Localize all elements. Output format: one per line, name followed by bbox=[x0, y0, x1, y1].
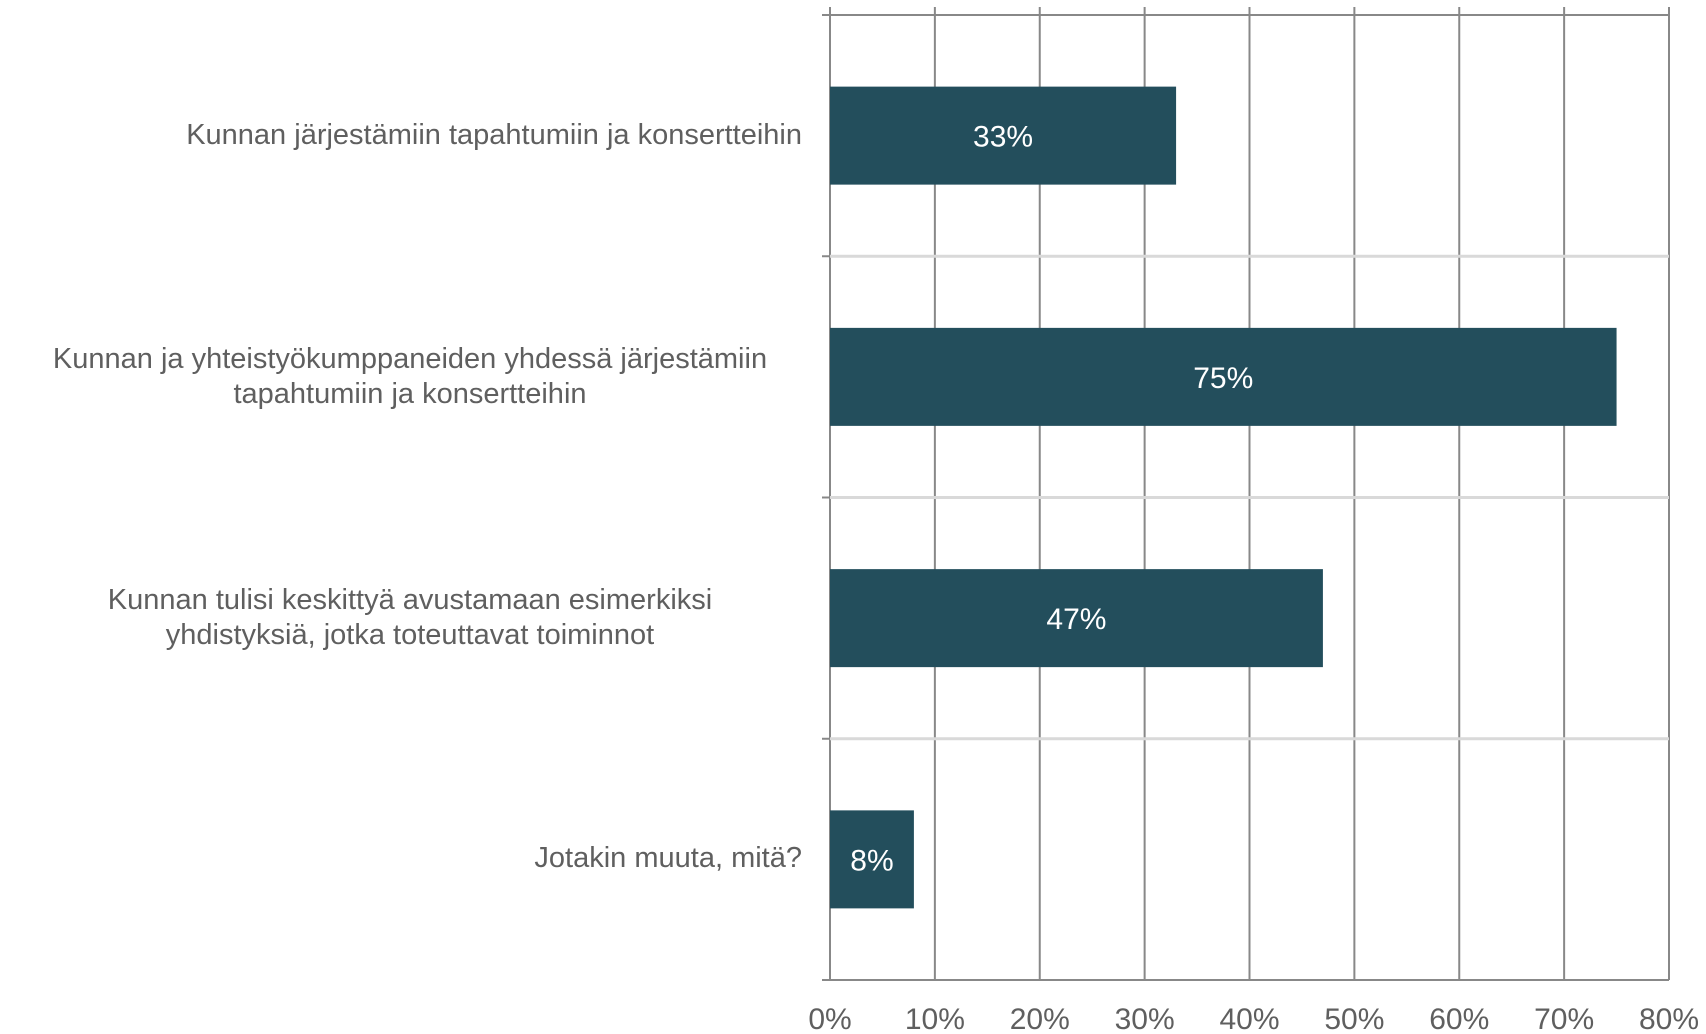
x-tick-label: 50% bbox=[1324, 1003, 1384, 1034]
data-label-2: 75% bbox=[1193, 362, 1253, 395]
data-label-3: 47% bbox=[1046, 603, 1106, 636]
x-tick-label: 20% bbox=[1010, 1003, 1070, 1034]
category-label-line: tapahtumiin ja konsertteihin bbox=[233, 377, 587, 410]
category-label-3: Kunnan tulisi keskittyä avustamaan esime… bbox=[20, 583, 800, 653]
bar-1 bbox=[830, 86, 1177, 185]
category-label-1: Kunnan järjestämiin tapahtumiin ja konse… bbox=[186, 118, 802, 151]
x-tick-label: 80% bbox=[1639, 1003, 1699, 1034]
x-tick-label: 30% bbox=[1115, 1003, 1175, 1034]
category-label-line: Kunnan tulisi keskittyä avustamaan esime… bbox=[107, 584, 713, 617]
category-label-line: yhdistyksiä, jotka toteuttavat toiminnot bbox=[165, 619, 655, 652]
bar-4 bbox=[830, 810, 914, 909]
data-label-4: 8% bbox=[850, 844, 893, 877]
x-tick-label: 0% bbox=[808, 1003, 851, 1034]
category-label-line: Kunnan ja yhteistyökumppaneiden yhdessä … bbox=[52, 342, 768, 375]
x-tick-label: 40% bbox=[1219, 1003, 1279, 1034]
bar-2 bbox=[830, 327, 1617, 426]
bar-3 bbox=[830, 569, 1323, 668]
x-tick-label: 60% bbox=[1429, 1003, 1489, 1034]
x-tick-label: 70% bbox=[1534, 1003, 1594, 1034]
x-tick-label: 10% bbox=[905, 1003, 965, 1034]
data-label-1: 33% bbox=[973, 121, 1033, 154]
category-label-2: Kunnan ja yhteistyökumppaneiden yhdessä … bbox=[20, 342, 800, 412]
category-label-4: Jotakin muuta, mitä? bbox=[534, 842, 802, 875]
